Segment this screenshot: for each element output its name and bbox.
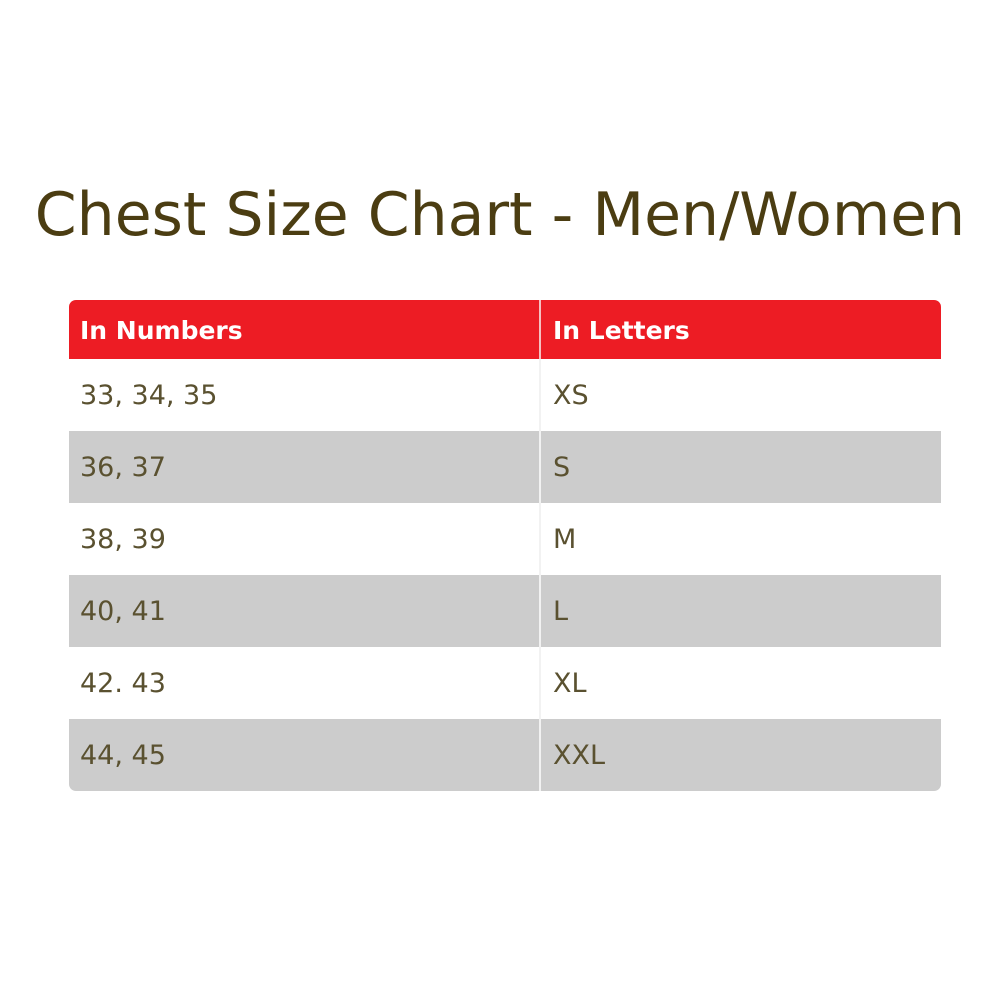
table-header: In Numbers In Letters (69, 300, 941, 359)
header-in-numbers: In Numbers (69, 300, 541, 359)
header-in-letters: In Letters (553, 316, 690, 345)
cell-numbers: 40, 41 (69, 575, 541, 647)
cell-letters: L (553, 595, 569, 627)
table-row: 44, 45 XXL (69, 719, 941, 791)
cell-numbers: 42. 43 (69, 647, 541, 719)
table-row: 42. 43 XL (69, 647, 941, 719)
cell-numbers: 38, 39 (69, 503, 541, 575)
cell-numbers: 33, 34, 35 (69, 359, 541, 431)
table-row: 36, 37 S (69, 431, 941, 503)
cell-letters: XS (553, 379, 589, 411)
table-row: 38, 39 M (69, 503, 941, 575)
cell-letters: M (553, 523, 577, 555)
cell-numbers: 36, 37 (69, 431, 541, 503)
cell-numbers: 44, 45 (69, 719, 541, 791)
cell-letters: XL (553, 667, 587, 699)
table-row: 40, 41 L (69, 575, 941, 647)
size-table: In Numbers In Letters 33, 34, 35 XS 36, … (69, 300, 941, 791)
cell-letters: S (553, 451, 571, 483)
cell-letters: XXL (553, 739, 606, 771)
table-row: 33, 34, 35 XS (69, 359, 941, 431)
page-title: Chest Size Chart - Men/Women (34, 180, 966, 250)
